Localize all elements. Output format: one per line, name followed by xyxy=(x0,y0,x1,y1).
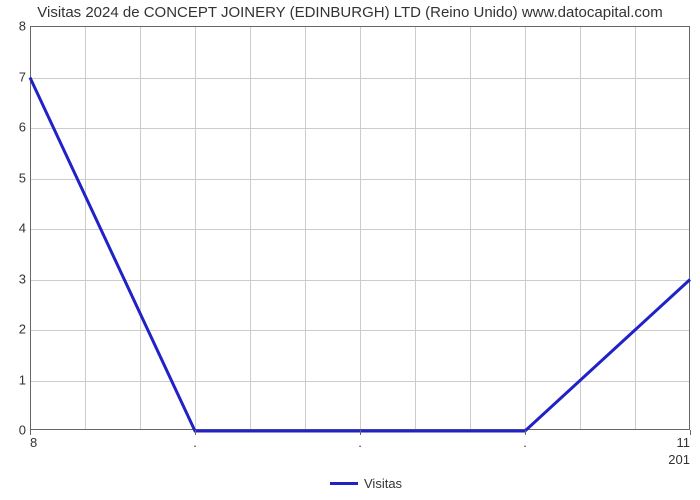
y-tick-label: 1 xyxy=(0,372,26,387)
x-axis-sublabel: 201 xyxy=(668,452,690,467)
x-tick-label: . xyxy=(193,435,197,450)
series-line xyxy=(30,78,690,432)
y-tick-label: 8 xyxy=(0,19,26,34)
chart-container: Visitas 2024 de CONCEPT JOINERY (EDINBUR… xyxy=(0,0,700,500)
legend-label: Visitas xyxy=(364,476,402,491)
x-tick-label: 8 xyxy=(30,435,37,450)
plot-area xyxy=(30,26,690,430)
x-tick-mark xyxy=(690,430,691,435)
legend: Visitas xyxy=(330,476,402,491)
y-tick-label: 7 xyxy=(0,69,26,84)
y-tick-label: 2 xyxy=(0,322,26,337)
y-tick-label: 5 xyxy=(0,170,26,185)
y-tick-label: 4 xyxy=(0,221,26,236)
legend-swatch xyxy=(330,482,358,485)
data-line-svg xyxy=(30,27,690,431)
chart-title: Visitas 2024 de CONCEPT JOINERY (EDINBUR… xyxy=(0,4,700,21)
x-tick-label: . xyxy=(523,435,527,450)
y-tick-label: 6 xyxy=(0,120,26,135)
y-tick-label: 0 xyxy=(0,423,26,438)
y-tick-label: 3 xyxy=(0,271,26,286)
x-tick-label: 11 xyxy=(677,435,691,450)
x-tick-label: . xyxy=(358,435,362,450)
